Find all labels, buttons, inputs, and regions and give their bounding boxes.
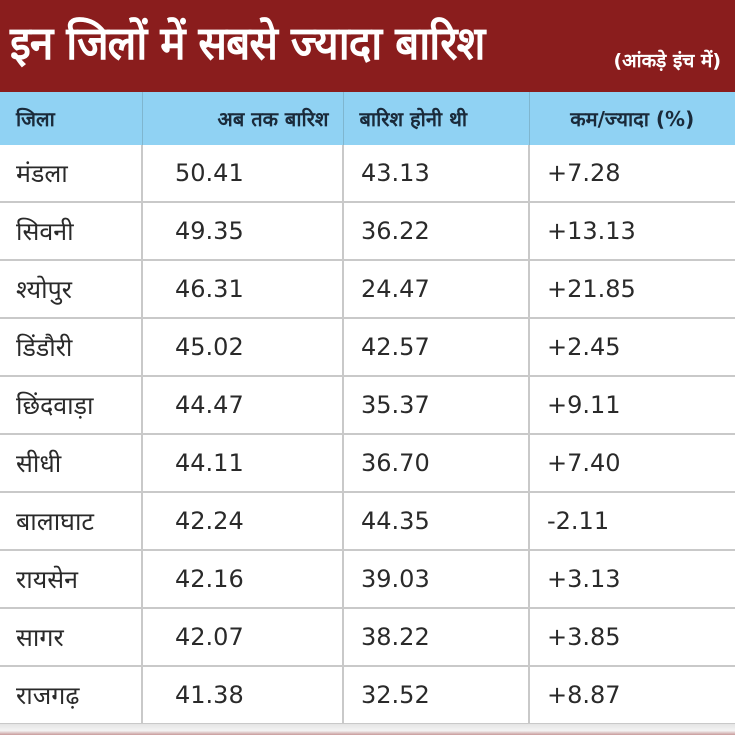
rain-expected: 36.22 [343,202,530,261]
table-row: राजगढ़ 41.38 32.52 +8.87 [0,666,735,725]
deviation: +7.40 [529,434,735,493]
table-row: रायसेन 42.16 39.03 +3.13 [0,550,735,609]
rain-expected: 38.22 [343,608,530,667]
table-body: मंडला 50.41 43.13 +7.28 सिवनी 49.35 36.2… [0,145,735,725]
table-row: सिवनी 49.35 36.22 +13.13 [0,202,735,261]
header-rain-expected: बारिश होनी थी [343,92,530,145]
rainfall-table: जिला अब तक बारिश बारिश होनी थी कम/ज्यादा… [0,92,735,725]
district-name: छिंदवाड़ा [0,376,143,435]
rain-expected: 44.35 [343,492,530,551]
table-header: जिला अब तक बारिश बारिश होनी थी कम/ज्यादा… [0,92,735,145]
deviation: +9.11 [529,376,735,435]
rain-so-far: 44.47 [142,376,344,435]
rain-expected: 36.70 [343,434,530,493]
table-row: सागर 42.07 38.22 +3.85 [0,608,735,667]
deviation: +8.87 [529,666,735,725]
rain-so-far: 42.24 [142,492,344,551]
table-row: छिंदवाड़ा 44.47 35.37 +9.11 [0,376,735,435]
rain-so-far: 42.07 [142,608,344,667]
rain-expected: 35.37 [343,376,530,435]
district-name: श्योपुर [0,260,143,319]
rain-expected: 42.57 [343,318,530,377]
header-deviation: कम/ज्यादा (%) [529,92,735,145]
district-name: सागर [0,608,143,667]
table-row: बालाघाट 42.24 44.35 -2.11 [0,492,735,551]
rain-so-far: 44.11 [142,434,344,493]
rain-so-far: 46.31 [142,260,344,319]
title-banner: इन जिलों में सबसे ज्यादा बारिश (आंकड़े इ… [0,0,735,92]
header-rain-so-far: अब तक बारिश [142,92,344,145]
deviation: +7.28 [529,145,735,203]
rain-expected: 43.13 [343,145,530,203]
rain-so-far: 49.35 [142,202,344,261]
table-row: मंडला 50.41 43.13 +7.28 [0,145,735,203]
deviation: +3.13 [529,550,735,609]
header-district: जिला [0,92,143,145]
district-name: डिंडौरी [0,318,143,377]
rain-so-far: 42.16 [142,550,344,609]
table-row: श्योपुर 46.31 24.47 +21.85 [0,260,735,319]
table-row: सीधी 44.11 36.70 +7.40 [0,434,735,493]
district-name: रायसेन [0,550,143,609]
deviation: -2.11 [529,492,735,551]
page-title: इन जिलों में सबसे ज्यादा बारिश [10,16,485,70]
district-name: बालाघाट [0,492,143,551]
deviation: +21.85 [529,260,735,319]
district-name: सिवनी [0,202,143,261]
unit-note: (आंकड़े इंच में) [613,50,721,72]
table-row: डिंडौरी 45.02 42.57 +2.45 [0,318,735,377]
deviation: +2.45 [529,318,735,377]
rain-so-far: 45.02 [142,318,344,377]
district-name: मंडला [0,145,143,203]
rain-expected: 24.47 [343,260,530,319]
rain-expected: 39.03 [343,550,530,609]
rain-so-far: 41.38 [142,666,344,725]
bottom-border [0,724,735,735]
deviation: +13.13 [529,202,735,261]
rain-so-far: 50.41 [142,145,344,203]
deviation: +3.85 [529,608,735,667]
district-name: सीधी [0,434,143,493]
district-name: राजगढ़ [0,666,143,725]
rain-expected: 32.52 [343,666,530,725]
